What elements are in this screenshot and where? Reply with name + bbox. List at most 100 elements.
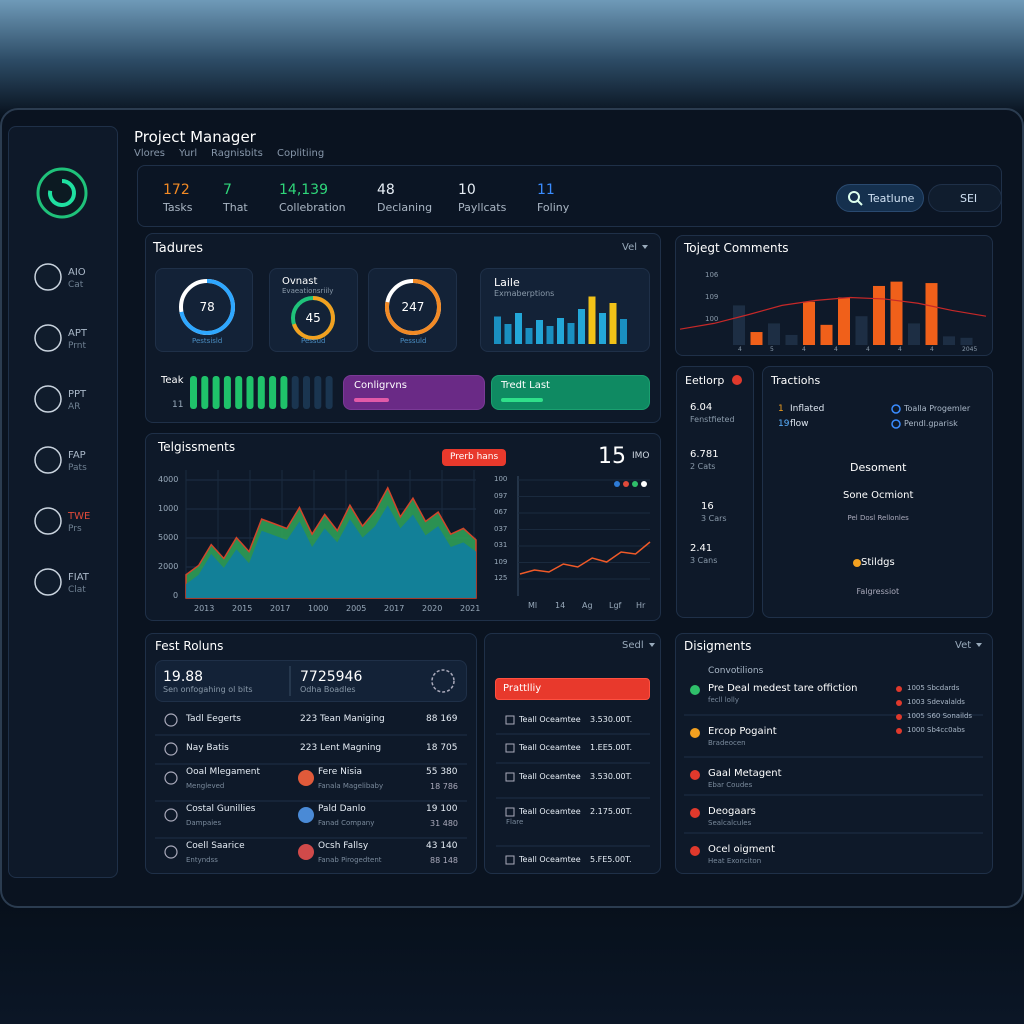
ring-arc	[385, 279, 441, 335]
y-label: 031	[494, 541, 508, 549]
x-label: 1000	[308, 604, 329, 613]
card-subtitle: Exmaberptions	[494, 289, 555, 298]
comments-panel	[675, 235, 993, 356]
row-name: Ooal Mlegament	[186, 767, 261, 777]
comment-bar	[733, 305, 745, 345]
comment-bar	[943, 336, 955, 345]
row-icon	[164, 808, 178, 822]
row-amount: 5.FE5.00T.	[590, 855, 632, 864]
stat-label: Collebration	[279, 201, 346, 214]
progress-count: 11	[172, 400, 184, 410]
stat-label: That	[223, 201, 248, 214]
x-label: 2021	[460, 604, 481, 613]
legend-dot	[614, 481, 620, 487]
mini-bar	[546, 326, 554, 344]
comment-bar	[908, 323, 920, 345]
nav-code: APT	[68, 328, 87, 339]
row-person: Fere Nisia	[318, 767, 363, 777]
mini-bar	[578, 309, 585, 344]
item-text: Inflated	[790, 404, 825, 414]
row-sub: Flare	[506, 818, 524, 826]
chip-text: Tredt Last	[501, 380, 550, 391]
checkbox	[505, 715, 515, 725]
y-label: 037	[494, 524, 508, 533]
breadcrumb: Ragnisbits	[211, 148, 263, 159]
ring-arc	[179, 279, 235, 335]
x-label: 2005	[346, 604, 367, 613]
dropdown-text: Prattlliy	[503, 683, 542, 694]
tractlons-panel	[762, 366, 993, 618]
nav-icon	[34, 568, 62, 596]
row-text: Teall Oceamtee	[519, 715, 581, 724]
progress-segment	[235, 376, 243, 409]
nav-label: Clat	[68, 585, 86, 595]
y-label: 106	[705, 271, 719, 279]
item-value: 6.781	[690, 449, 719, 460]
card-subtitle: Evaeationsriily	[282, 287, 334, 295]
action-dot	[853, 559, 861, 567]
gear	[431, 669, 455, 693]
item-title: Deogaars	[708, 806, 756, 817]
row-amount: 2.175.00T.	[590, 807, 633, 816]
comment-bar	[873, 285, 885, 345]
nav-icon	[34, 263, 62, 291]
fest-kpi-box	[155, 660, 467, 702]
trend-line	[679, 296, 987, 330]
checkbox	[505, 772, 515, 782]
row-sub: Dampaies	[186, 819, 222, 827]
progress-segment	[280, 376, 288, 409]
ring-value: 78	[199, 300, 215, 314]
mini-bar	[494, 316, 501, 344]
y-label: 0	[173, 591, 179, 600]
x-label: 4	[834, 346, 838, 353]
x-label: Ml	[528, 601, 538, 610]
progress-segment	[303, 376, 310, 409]
ring-caption: Pessuld	[400, 337, 427, 345]
progress-segment	[190, 376, 197, 409]
row-icon	[164, 742, 178, 756]
x-label: Lgf	[609, 601, 622, 610]
x-label: 5	[770, 346, 774, 353]
search-text: Teatlune	[868, 192, 915, 205]
nav-icon	[34, 385, 62, 413]
progress-segment	[291, 376, 299, 409]
comment-bar	[890, 281, 903, 345]
status-dot	[690, 846, 700, 856]
row-person-sub: Fanad Company	[318, 819, 375, 827]
stat-value: 10	[458, 182, 476, 198]
text-note: Pel Dosl Rellonles	[847, 514, 909, 522]
line	[519, 541, 651, 575]
disig-panel	[675, 633, 993, 874]
selector	[928, 184, 1002, 212]
panel-title: Fest Roluns	[155, 639, 224, 653]
item-num: 19	[778, 419, 790, 429]
row-value: 55 380	[426, 767, 458, 777]
status-dot	[690, 808, 700, 818]
row-person: 223 Lent Magning	[300, 743, 382, 753]
item-text: Toalla Progemler	[904, 404, 971, 413]
mini-bar	[557, 318, 564, 344]
progress-segment	[325, 376, 333, 409]
nav-label: Pats	[68, 463, 87, 473]
row-value: 88 148	[430, 856, 458, 865]
mini-bar	[504, 324, 512, 344]
y-label: 109	[705, 293, 719, 301]
row-icon	[164, 713, 178, 727]
middle-panel	[484, 633, 661, 874]
stat-label: Foliny	[537, 201, 570, 214]
row-value: 88 169	[426, 714, 458, 724]
text-sub: Sone Ocmiont	[843, 490, 914, 501]
row-sub: Mengleved	[186, 782, 225, 790]
nav-icon	[34, 507, 62, 535]
avatar	[298, 770, 314, 786]
kpi-label: Sen onfogahing ol bits	[163, 685, 253, 694]
legend-dot	[896, 728, 902, 734]
row-amount: 1.EE5.00T.	[590, 743, 633, 752]
panel-title: Eetlorp	[685, 374, 725, 387]
row-person-sub: Fanab Pirogedtent	[318, 856, 382, 864]
row-text: Teall Oceamtee	[519, 772, 581, 781]
item-text: Pendl.gparisk	[904, 419, 958, 428]
sidebar	[8, 126, 118, 878]
